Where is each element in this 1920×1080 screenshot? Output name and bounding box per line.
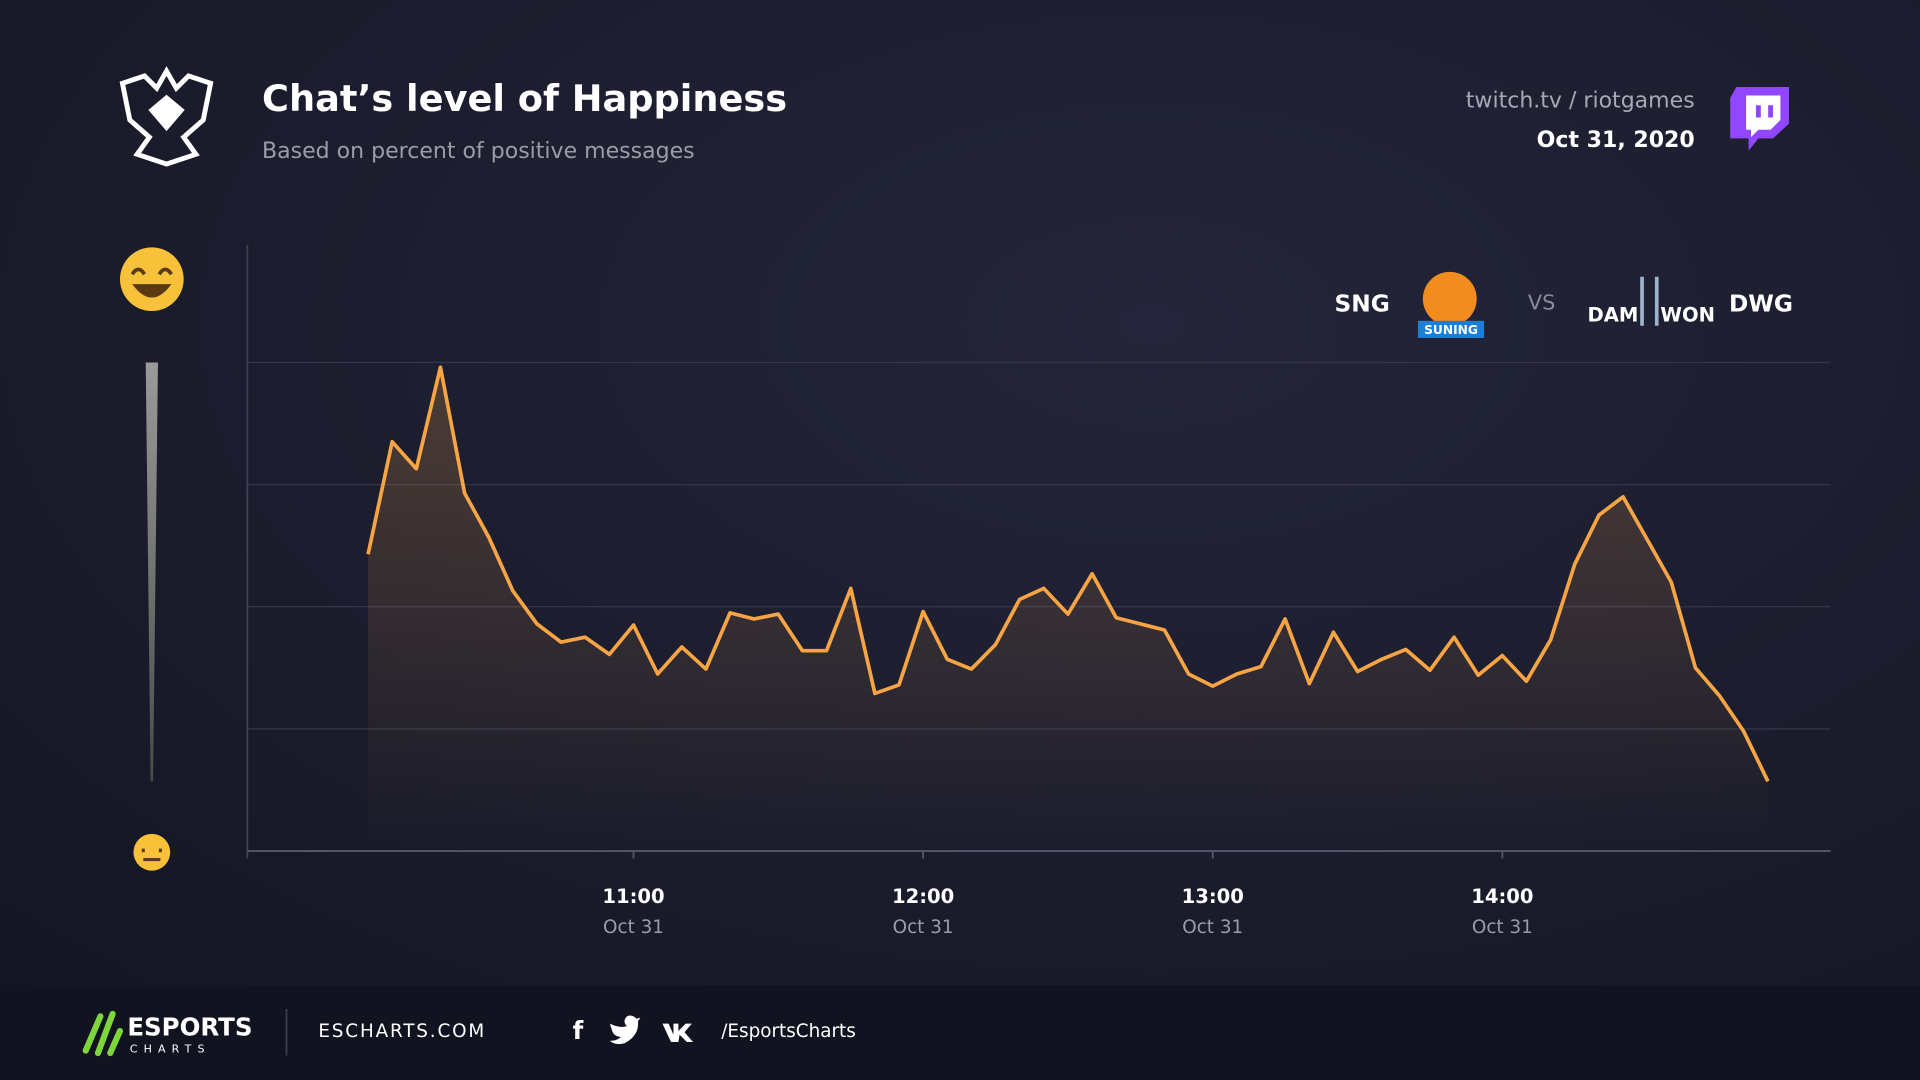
footer-site: ESCHARTS.COM <box>318 1021 486 1042</box>
happy-eyes <box>130 267 173 276</box>
esports-charts-logo <box>82 1010 124 1057</box>
damwon-left: DAM <box>1587 303 1638 326</box>
versus: VS <box>1528 291 1555 315</box>
team-left: SNG <box>1334 290 1389 317</box>
happiness-scale <box>145 362 158 782</box>
x-tick-label: 13:00 <box>1182 885 1244 908</box>
damwon-logo <box>1640 276 1659 326</box>
source: twitch.tv / riotgames <box>1466 89 1695 114</box>
x-tick-date: Oct 31 <box>1182 917 1243 938</box>
neutral-face <box>141 848 162 862</box>
footer-bar <box>0 985 1920 1080</box>
x-tick-date: Oct 31 <box>1472 917 1533 938</box>
team-right: DWG <box>1729 290 1793 317</box>
twitch-eyes <box>1755 105 1774 118</box>
footer-brand: ESPORTS <box>127 1013 252 1042</box>
suning-label: SUNING <box>1424 323 1478 337</box>
facebook-icon[interactable]: f <box>573 1016 584 1045</box>
title: Chat’s level of Happiness <box>262 77 787 120</box>
line <box>366 365 1770 783</box>
x-tick-date: Oct 31 <box>893 917 954 938</box>
footer-social: /EsportsCharts <box>721 1021 856 1042</box>
suning-logo <box>1422 271 1477 326</box>
neutral-emoji <box>133 833 171 871</box>
damwon-right: WON <box>1660 303 1715 326</box>
suning-banner <box>1417 320 1485 338</box>
happy-emoji <box>120 247 184 312</box>
happy-mouth <box>132 284 172 298</box>
worlds-logo <box>119 66 214 167</box>
x-tick-label: 12:00 <box>892 885 954 908</box>
area <box>368 367 1768 852</box>
twitter-icon[interactable] <box>609 1015 641 1045</box>
x-tick-date: Oct 31 <box>603 917 664 938</box>
date: Oct 31, 2020 <box>1537 128 1695 153</box>
footer-brand-sub: CHARTS <box>130 1042 211 1055</box>
subtitle: Based on percent of positive messages <box>262 139 695 164</box>
x-tick-label: 14:00 <box>1471 885 1533 908</box>
x-tick-label: 11:00 <box>602 885 664 908</box>
vk-icon[interactable] <box>662 1023 694 1043</box>
